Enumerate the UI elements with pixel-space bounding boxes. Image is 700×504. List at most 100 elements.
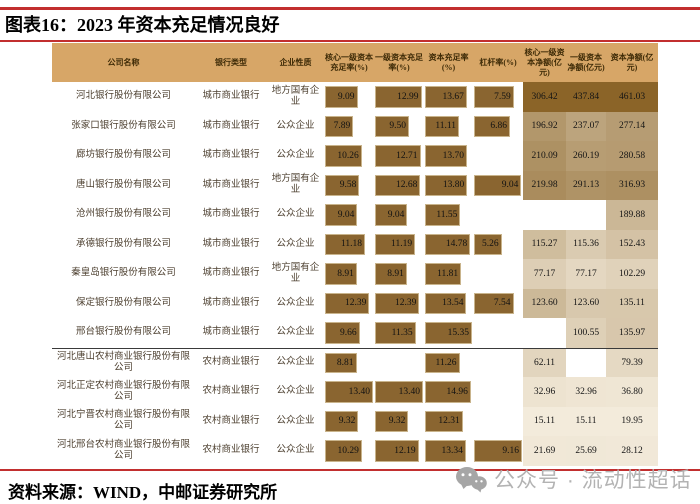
company-name-cell: 张家口银行股份有限公司 <box>71 120 176 131</box>
ratio-value: 9.32 <box>338 416 356 427</box>
table-row: 河北宁晋农村商业银行股份有限公司 农村商业银行 公众企业 9.32 9.32 12.31 1… <box>52 406 658 437</box>
data-bar: 9.16 <box>474 440 522 462</box>
ratio-value: 9.66 <box>339 327 357 338</box>
net-amount-cell: 291.13 <box>566 170 606 200</box>
data-bar: 11.11 <box>425 115 460 137</box>
data-bar: 14.78 <box>425 233 471 255</box>
bank-type-cell: 农村商业银行 <box>202 445 260 456</box>
data-bar: 13.40 <box>375 381 423 403</box>
enterprise-nature-cell: 公众企业 <box>276 120 315 131</box>
ratio-value: 9.04 <box>337 209 355 220</box>
data-bar: 9.50 <box>375 115 410 137</box>
net-amount-cell <box>566 200 606 230</box>
bank-type-cell: 城市商业银行 <box>202 327 260 338</box>
ratio-bar-cell: 10.29 <box>324 436 374 466</box>
net-amount-cell: 189.88 <box>606 200 658 230</box>
company-name-cell: 河北邢台农村商业银行股份有限公司 <box>56 439 190 461</box>
bank-type-cell: 农村商业银行 <box>202 357 260 368</box>
column-header: 资本净额(亿元) <box>610 52 654 72</box>
top-divider <box>0 7 700 10</box>
net-amount-cell: 25.69 <box>566 436 606 466</box>
ratio-value: 12.68 <box>396 180 418 191</box>
data-bar: 13.54 <box>425 292 467 314</box>
data-bar: 11.18 <box>325 233 366 255</box>
column-header: 企业性质 <box>279 57 312 67</box>
data-bar: 13.34 <box>425 440 466 462</box>
ratio-value: 7.54 <box>493 298 511 309</box>
net-amount-cell: 152.43 <box>606 229 658 259</box>
ratio-value: 6.86 <box>490 121 507 132</box>
ratio-bar-cell: 10.26 <box>324 141 374 171</box>
net-amount-cell: 77.17 <box>566 259 606 289</box>
ratio-bar-cell: 11.26 <box>424 349 473 378</box>
table-header-row: 公司名称 银行类型 企业性质 核心一级资本充足率(%) 一级资本充足率(%) 资本充足率(… <box>52 43 658 82</box>
enterprise-nature-cell: 公众企业 <box>276 386 315 397</box>
company-name-cell: 承德银行股份有限公司 <box>75 238 171 249</box>
ratio-bar-cell <box>473 259 523 289</box>
ratio-bar-cell: 9.66 <box>324 318 374 348</box>
ratio-value: 9.50 <box>389 121 407 132</box>
enterprise-nature-cell: 公众企业 <box>276 327 315 338</box>
bank-type-cell: 城市商业银行 <box>202 209 260 220</box>
net-amount-cell: 115.36 <box>566 229 606 259</box>
net-amount-cell <box>566 349 606 378</box>
ratio-value: 8.91 <box>387 268 404 279</box>
table-row: 河北银行股份有限公司 城市商业银行 地方国有企业 9.09 12.99 13.67 7.59… <box>52 82 658 112</box>
ratio-value: 11.26 <box>435 357 457 368</box>
ratio-bar-cell: 12.31 <box>424 407 473 437</box>
ratio-value: 11.18 <box>341 239 363 250</box>
ratio-bar-cell: 12.68 <box>374 171 424 201</box>
data-bar: 9.66 <box>325 322 360 344</box>
ratio-bar-cell <box>473 318 523 348</box>
net-amount-cell: 316.93 <box>606 170 658 200</box>
table-row: 邢台银行股份有限公司 城市商业银行 公众企业 9.66 11.35 15.35 100.55… <box>52 318 658 348</box>
ratio-value: 12.31 <box>438 416 460 427</box>
data-bar: 11.26 <box>425 352 460 373</box>
ratio-value: 13.40 <box>398 386 420 397</box>
ratio-bar-cell: 7.59 <box>473 82 523 112</box>
ratio-bar-cell: 13.80 <box>424 171 473 201</box>
ratio-value: 10.29 <box>337 445 359 456</box>
figure-title: 图表16：2023 年资本充足情况良好 <box>5 15 280 35</box>
bank-type-cell: 城市商业银行 <box>202 297 260 308</box>
ratio-bar-cell: 7.89 <box>324 112 374 142</box>
ratio-value: 11.19 <box>391 239 413 250</box>
footer-divider <box>0 469 700 471</box>
enterprise-nature-cell: 公众企业 <box>276 357 315 368</box>
ratio-bar-cell: 11.81 <box>424 259 473 289</box>
company-name-cell: 沧州银行股份有限公司 <box>75 209 171 220</box>
bank-type-cell: 城市商业银行 <box>202 120 260 131</box>
table-row: 保定银行股份有限公司 城市商业银行 公众企业 12.39 12.39 13.54 7.54 1… <box>52 288 658 319</box>
ratio-value: 9.58 <box>339 180 357 191</box>
ratio-bar-cell: 14.78 <box>424 230 473 260</box>
company-name-cell: 保定银行股份有限公司 <box>75 297 171 308</box>
ratio-bar-cell: 7.54 <box>473 289 523 319</box>
ratio-value: 12.19 <box>394 445 416 456</box>
net-amount-cell: 115.27 <box>523 229 566 259</box>
ratio-bar-cell: 9.04 <box>473 171 523 201</box>
net-amount-cell: 306.42 <box>523 82 566 112</box>
enterprise-nature-cell: 地方国有企业 <box>271 85 320 107</box>
ratio-bar-cell: 9.04 <box>374 200 424 230</box>
ratio-bar-cell: 8.91 <box>374 259 424 289</box>
watermark: 公众号 · 流动性超话 <box>455 464 692 494</box>
enterprise-nature-cell: 地方国有企业 <box>271 174 320 196</box>
data-bar: 12.39 <box>325 292 370 314</box>
net-amount-cell <box>523 318 566 348</box>
ratio-bar-cell: 11.11 <box>424 112 473 142</box>
ratio-value: 14.78 <box>445 239 468 250</box>
company-name-cell: 河北银行股份有限公司 <box>75 91 171 102</box>
ratio-bar-cell: 8.81 <box>324 349 374 378</box>
net-amount-cell: 19.95 <box>606 406 658 436</box>
ratio-bar-cell: 13.40 <box>374 377 424 407</box>
ratio-bar-cell: 14.96 <box>424 377 473 407</box>
net-amount-cell: 32.96 <box>523 377 566 407</box>
ratio-bar-cell: 9.32 <box>324 407 374 437</box>
ratio-value: 8.81 <box>336 357 354 368</box>
ratio-bar-cell: 12.39 <box>374 289 424 319</box>
ratio-bar-cell: 12.19 <box>374 436 424 466</box>
column-header: 核心一级资本净额(亿元) <box>524 47 565 77</box>
data-bar: 12.99 <box>375 86 422 108</box>
net-amount-cell: 135.97 <box>606 318 658 348</box>
data-bar: 13.80 <box>425 174 468 196</box>
